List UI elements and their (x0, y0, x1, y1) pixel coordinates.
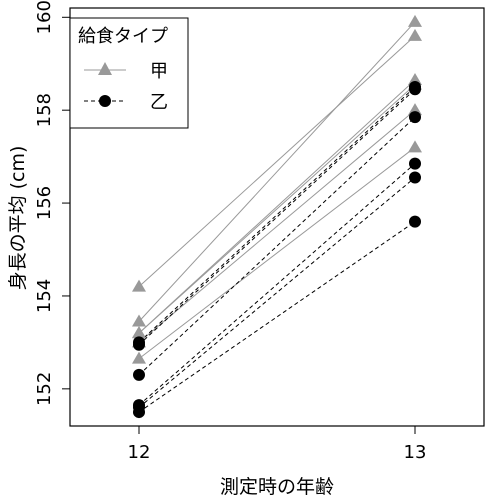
series-line-甲 (138, 79, 416, 334)
series-line-甲 (138, 109, 416, 343)
series-line-乙 (138, 177, 416, 408)
plot-frame (69, 7, 485, 427)
legend-marker-乙 (99, 95, 111, 107)
series-line-乙 (138, 221, 416, 413)
marker-甲 (132, 314, 146, 327)
y-tick-label: 156 (34, 186, 55, 220)
series-line-甲 (138, 21, 416, 322)
series-line-乙 (138, 116, 416, 376)
marker-甲 (408, 28, 422, 41)
marker-甲 (408, 140, 422, 153)
legend-label-甲: 甲 (150, 61, 168, 82)
series-line-乙 (138, 163, 416, 406)
marker-甲 (132, 326, 146, 339)
y-tick-label: 154 (34, 279, 55, 313)
marker-乙 (133, 406, 145, 419)
legend-label-乙: 乙 (150, 92, 168, 113)
marker-乙 (409, 157, 421, 170)
y-tick-label: 158 (34, 93, 55, 127)
x-tick-label: 13 (404, 442, 427, 463)
legend: 給食タイプ 甲 乙 (69, 17, 189, 129)
series-lines (138, 21, 416, 413)
series-line-甲 (138, 84, 416, 334)
y-axis: 152 154 156 158 160 (34, 0, 70, 406)
marker-甲 (132, 279, 146, 292)
marker-乙 (409, 111, 421, 124)
marker-甲 (132, 351, 146, 364)
series-markers (132, 14, 422, 419)
series-line-甲 (138, 146, 416, 360)
marker-甲 (408, 103, 422, 116)
marker-乙 (133, 338, 145, 351)
series-line-甲 (138, 35, 416, 288)
marker-乙 (133, 368, 145, 381)
legend-title: 給食タイプ (78, 26, 168, 47)
x-axis: 12 13 (128, 426, 427, 463)
marker-乙 (409, 83, 421, 96)
legend-marker-甲 (98, 62, 112, 75)
y-axis-label: 身長の平均 (cm) (7, 146, 29, 291)
x-axis-label: 測定時の年齢 (220, 476, 334, 498)
marker-乙 (409, 171, 421, 184)
legend-box (69, 17, 189, 129)
x-tick-label: 12 (128, 442, 151, 463)
marker-甲 (408, 14, 422, 27)
y-tick-label: 152 (34, 372, 55, 406)
y-tick-label: 160 (34, 0, 55, 34)
marker-乙 (409, 215, 421, 228)
